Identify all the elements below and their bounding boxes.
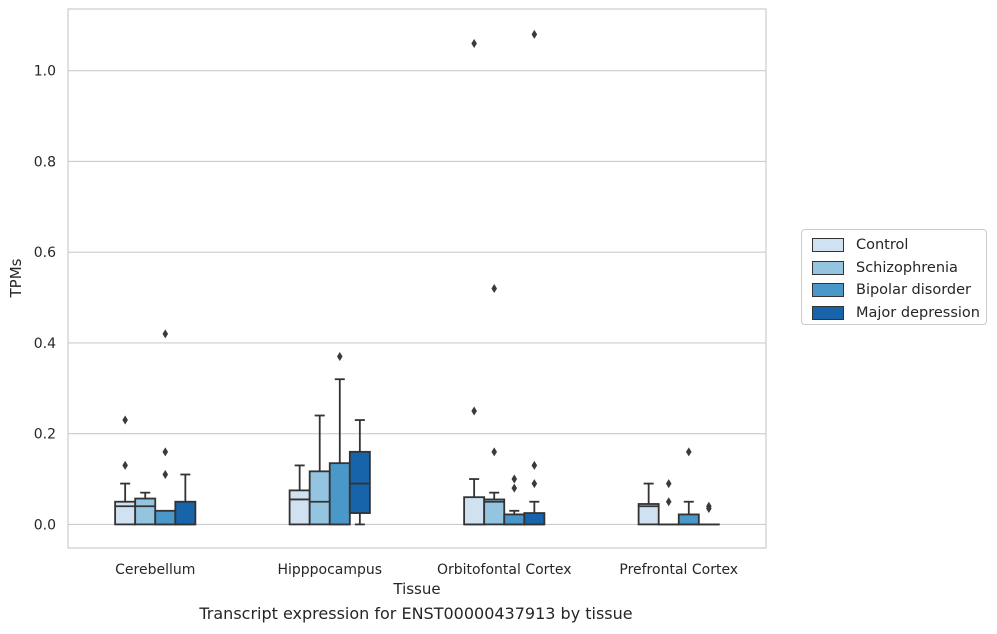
legend-item: Schizophrenia: [808, 257, 980, 280]
legend-item: Major depression: [808, 302, 980, 325]
outlier-point: [531, 29, 538, 39]
outlier-point: [531, 479, 538, 489]
box: [174, 473, 197, 526]
box-body: [463, 496, 486, 526]
box: [677, 447, 700, 526]
y-tick-label: 0.6: [34, 245, 56, 261]
outlier-point: [122, 415, 128, 425]
legend-label: Schizophrenia: [856, 259, 958, 276]
box-body: [348, 450, 371, 514]
box: [637, 482, 660, 526]
x-tick-label: Orbitofontal Cortex: [437, 562, 572, 578]
box: [483, 283, 506, 526]
outlier-point: [685, 447, 692, 457]
box-body: [637, 503, 660, 526]
y-tick-label: 0.2: [34, 427, 56, 443]
x-tick-labels: Cerebellum Hipppocampus Orbitofontal Corte…: [115, 562, 738, 578]
outlier-point: [491, 283, 498, 293]
box-body: [677, 513, 700, 526]
outlier-point: [471, 38, 477, 48]
grid-lines: [68, 70, 766, 525]
legend: Control Schizophrenia Bipolar disorder Majo…: [801, 229, 987, 325]
legend-label: Bipolar disorder: [856, 282, 971, 299]
x-axis-label: Tissue: [392, 580, 440, 598]
box: [288, 464, 311, 526]
box: [328, 352, 351, 526]
outlier-point: [531, 460, 538, 470]
box: [503, 474, 526, 526]
legend-label: Major depression: [856, 304, 980, 321]
outlier-point: [162, 470, 169, 479]
outlier-point: [706, 501, 712, 511]
outlier-point: [665, 497, 672, 507]
box: [348, 419, 371, 526]
legend-label: Control: [856, 237, 909, 254]
box-body: [134, 497, 157, 526]
outlier-point: [491, 447, 498, 457]
y-tick-label: 0.0: [34, 517, 56, 533]
outlier-point: [336, 352, 343, 362]
y-tick-label: 0.8: [34, 154, 56, 170]
box-body: [503, 513, 526, 526]
box: [463, 38, 486, 526]
box-body: [328, 462, 351, 526]
box: [134, 491, 157, 526]
outlier-point: [665, 479, 672, 489]
y-tick-label: 0.4: [34, 336, 56, 352]
plot-frame: [67, 8, 767, 549]
box-groups: [114, 29, 720, 526]
box-body: [114, 500, 137, 526]
outlier-point: [122, 460, 128, 470]
box-body: [288, 489, 311, 526]
outlier-point: [162, 447, 169, 457]
box-body: [483, 498, 506, 526]
legend-item: Control: [808, 234, 980, 257]
figure-caption: Transcript expression for ENST0000043791…: [199, 604, 633, 623]
box-body: [523, 512, 546, 526]
box: [154, 329, 177, 526]
legend-item: Bipolar disorder: [808, 279, 980, 302]
outlier-point: [162, 329, 169, 339]
outlier-point: [511, 474, 518, 484]
box-body: [154, 509, 177, 526]
box: [308, 414, 331, 526]
legend-swatch: [812, 305, 844, 320]
legend-swatch: [812, 238, 844, 253]
box: [697, 501, 720, 526]
y-tick-label: 1.0: [34, 64, 56, 80]
box: [657, 479, 680, 526]
y-tick-labels: 0.0 0.2 0.4 0.6 0.8 1.0: [34, 64, 56, 534]
y-axis-label: TPMs: [7, 258, 25, 298]
box: [114, 415, 137, 526]
box-body: [308, 470, 331, 526]
outlier-point: [511, 483, 518, 493]
legend-swatch: [812, 260, 844, 275]
box-body: [174, 500, 197, 526]
box: [523, 29, 546, 526]
x-tick-label: Hipppocampus: [277, 562, 382, 578]
x-tick-label: Cerebellum: [115, 562, 195, 578]
legend-swatch: [812, 283, 844, 298]
x-tick-label: Prefrontal Cortex: [619, 562, 738, 578]
outlier-point: [471, 406, 477, 416]
